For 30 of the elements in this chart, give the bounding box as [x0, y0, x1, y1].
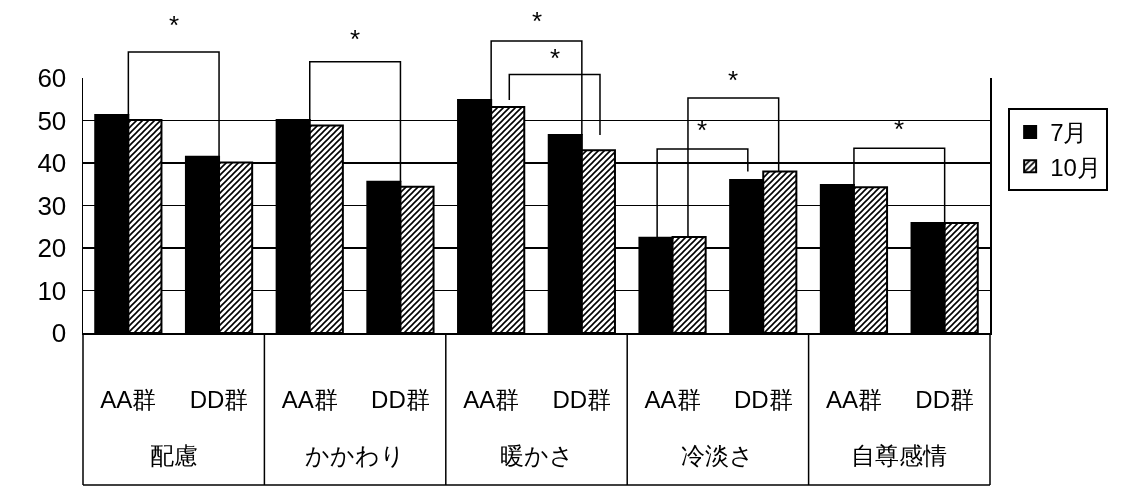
x-tick-label: AA群 — [100, 385, 157, 413]
y-tick-label: 0 — [51, 318, 67, 349]
x-tick-label: DD群 — [733, 385, 793, 413]
x-tick-label: AA群 — [825, 385, 882, 413]
text: 自尊感情 — [851, 442, 947, 469]
x-tick-label: AA群 — [644, 385, 701, 413]
text: 暖かさ — [500, 442, 574, 469]
text: かかわり — [305, 442, 405, 469]
text: 配慮 — [150, 442, 198, 469]
legend-label: 7月 — [1050, 119, 1088, 147]
text: * — [350, 24, 361, 54]
text: * — [532, 6, 543, 36]
y-tick-label: 30 — [37, 190, 67, 221]
x-tick-label: AA群 — [463, 385, 520, 413]
x-tick-label: DD群 — [371, 385, 430, 413]
y-tick-label: 50 — [37, 105, 67, 136]
legend-label: 10月 — [1050, 153, 1101, 181]
y-tick-label: 60 — [37, 63, 67, 94]
y-tick-label: 20 — [37, 233, 67, 264]
y-tick-label: 10 — [37, 275, 67, 306]
text: * — [550, 43, 561, 73]
x-tick-label: DD群 — [189, 385, 249, 413]
x-tick-label: DD群 — [552, 385, 612, 413]
text: * — [169, 10, 180, 40]
y-tick-label: 40 — [37, 148, 67, 179]
annotation: * — [697, 115, 708, 145]
x-tick-label: DD群 — [915, 385, 974, 413]
x-tick-label: AA群 — [281, 385, 338, 413]
text: 冷淡さ — [681, 442, 754, 469]
annotation: * — [728, 65, 739, 95]
